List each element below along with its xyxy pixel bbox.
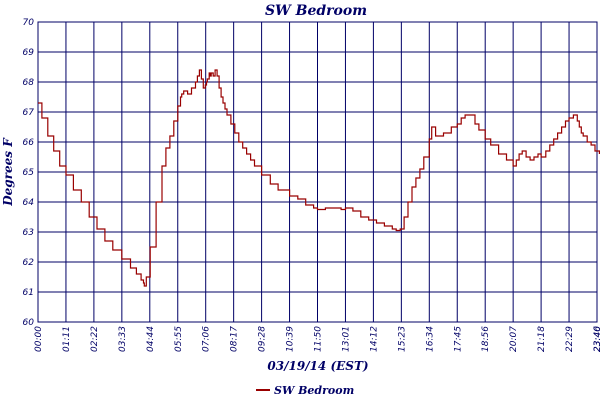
x-tick-label: 16:34 [425, 326, 435, 352]
y-tick-label: 66 [23, 138, 35, 148]
y-tick-label: 64 [23, 198, 35, 208]
y-tick-label: 67 [23, 108, 35, 118]
x-tick-label: 05:55 [174, 326, 184, 352]
x-tick-label: 01:11 [62, 326, 72, 352]
x-tick-label: 10:39 [286, 326, 296, 352]
x-tick-label: 23:40 [593, 326, 600, 352]
legend: SW Bedroom [256, 384, 354, 397]
x-tick-label: 08:17 [230, 326, 240, 352]
legend-label: SW Bedroom [274, 384, 354, 397]
x-tick-label: 03:33 [118, 326, 128, 352]
x-tick-label: 21:18 [537, 326, 547, 352]
series-line [38, 69, 600, 287]
y-axis-label: Degrees F [1, 137, 15, 207]
x-tick-label: 02:22 [90, 326, 100, 352]
y-tick-label: 65 [23, 168, 35, 178]
y-tick-label: 61 [23, 288, 34, 298]
x-tick-label: 00:00 [34, 326, 44, 352]
grid [37, 21, 598, 323]
x-tick-label: 14:12 [369, 326, 379, 352]
y-tick-label: 68 [23, 78, 35, 88]
y-tick-label: 69 [23, 48, 35, 58]
x-tick-label: 17:45 [453, 326, 463, 352]
chart-title: SW Bedroom [265, 3, 367, 19]
x-tick-label: 23:46 [593, 326, 600, 352]
y-tick-label: 63 [23, 228, 35, 238]
plot-frame [37, 21, 598, 323]
y-tick-label: 62 [23, 258, 35, 268]
y-tick-label: 70 [23, 18, 35, 28]
x-axis-label: 03/19/14 (EST) [267, 359, 368, 373]
x-tick-label: 13:01 [341, 326, 351, 352]
x-axis-ticks: 00:00 01:11 02:22 03:33 04:44 05:55 07:06 08:17… [34, 326, 600, 352]
x-tick-label: 18:56 [481, 326, 491, 352]
x-tick-label: 09:28 [258, 326, 268, 352]
y-tick-label: 60 [23, 318, 35, 328]
series-layer [38, 69, 600, 287]
x-tick-label: 22:29 [565, 326, 575, 352]
x-tick-label: 04:44 [146, 326, 156, 352]
x-tick-label: 15:23 [397, 326, 407, 352]
y-axis-ticks: 60 61 62 63 64 65 66 67 68 69 70 [23, 18, 35, 328]
x-tick-label: 20:07 [509, 326, 519, 352]
x-tick-label: 07:06 [202, 326, 212, 352]
x-tick-label: 11:50 [314, 326, 324, 352]
